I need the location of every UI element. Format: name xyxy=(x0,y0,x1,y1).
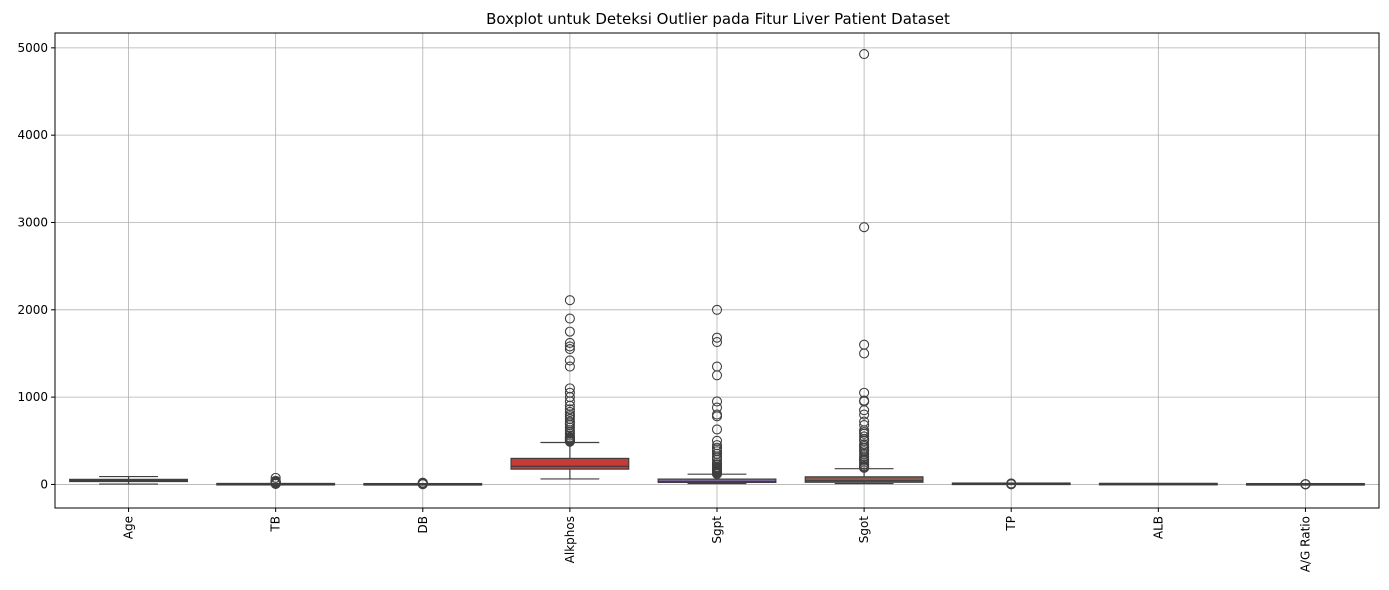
box-group xyxy=(1098,482,1218,486)
outlier-point xyxy=(711,440,723,451)
box-layer xyxy=(69,48,1365,490)
box-iqr xyxy=(804,476,924,483)
chart-title: Boxplot untuk Deteksi Outlier pada Fitur… xyxy=(486,10,950,28)
y-tick-label: 3000 xyxy=(17,215,48,229)
outlier-point xyxy=(564,413,575,424)
outlier-point xyxy=(564,341,575,352)
box-group xyxy=(1245,479,1365,490)
outlier-point xyxy=(564,326,575,337)
x-tick-label: Age xyxy=(122,516,136,539)
outlier-point xyxy=(270,472,281,483)
outlier-point xyxy=(859,431,870,442)
outlier-point xyxy=(417,477,428,488)
outlier-point xyxy=(711,409,723,420)
outlier-point xyxy=(564,383,575,394)
outlier-point xyxy=(564,404,575,415)
box-iqr xyxy=(510,457,630,470)
outlier-point xyxy=(859,416,870,427)
outlier-point xyxy=(711,332,723,343)
outlier-point xyxy=(564,355,575,366)
outlier-point xyxy=(859,48,870,60)
outlier-point xyxy=(859,448,870,459)
outlier-point xyxy=(711,361,723,372)
outlier-point xyxy=(859,419,870,431)
y-tick-label: 1000 xyxy=(17,390,48,404)
outlier-point xyxy=(1006,478,1017,489)
x-tick-label: TP xyxy=(1004,516,1018,532)
box-group xyxy=(657,304,777,485)
y-tick-label: 4000 xyxy=(17,128,48,142)
x-tick-label: Sgot xyxy=(857,516,871,544)
outlier-point xyxy=(564,295,575,306)
outlier-point xyxy=(711,442,723,453)
box-group xyxy=(804,48,924,485)
outlier-point xyxy=(711,402,723,413)
box-group xyxy=(363,477,483,490)
outlier-point xyxy=(564,361,575,372)
outlier-point xyxy=(564,337,575,349)
x-tick-label: ALB xyxy=(1151,516,1165,539)
outlier-point xyxy=(270,475,281,486)
outlier-point xyxy=(564,416,575,427)
box-group xyxy=(510,295,630,480)
axis-layer: 0 1000 2000 3000 4000 5000 Age TB DB Alkphos Sgpt S… xyxy=(17,32,1380,572)
x-tick-label: TB xyxy=(269,516,283,533)
y-tick-label: 0 xyxy=(40,477,48,491)
outlier-point xyxy=(711,337,723,348)
x-tick-label: Sgpt xyxy=(710,516,724,544)
outlier-point xyxy=(711,424,723,435)
box-iqr xyxy=(657,478,777,484)
x-tick-label: Alkphos xyxy=(563,516,577,563)
outlier-point xyxy=(564,313,575,324)
outlier-point xyxy=(859,439,870,450)
outlier-point xyxy=(711,435,723,446)
outlier-point xyxy=(859,222,870,233)
x-tick-label: A/G Ratio xyxy=(1298,516,1312,572)
outlier-point xyxy=(1300,479,1311,490)
y-tick-label: 2000 xyxy=(17,303,48,317)
y-tick-label: 5000 xyxy=(17,41,48,55)
outlier-point xyxy=(564,344,575,355)
box-group xyxy=(69,475,189,485)
outlier-point xyxy=(859,395,870,406)
outlier-point xyxy=(564,387,575,398)
x-tick-label: DB xyxy=(416,516,430,533)
outlier-point xyxy=(859,339,870,350)
outlier-point xyxy=(564,406,575,418)
grid-layer xyxy=(55,33,1379,508)
outlier-point xyxy=(711,396,723,407)
box-group xyxy=(951,478,1071,490)
outlier-point xyxy=(859,387,870,398)
outlier-point xyxy=(711,304,723,315)
box-group xyxy=(216,472,336,489)
outlier-point xyxy=(859,409,870,420)
